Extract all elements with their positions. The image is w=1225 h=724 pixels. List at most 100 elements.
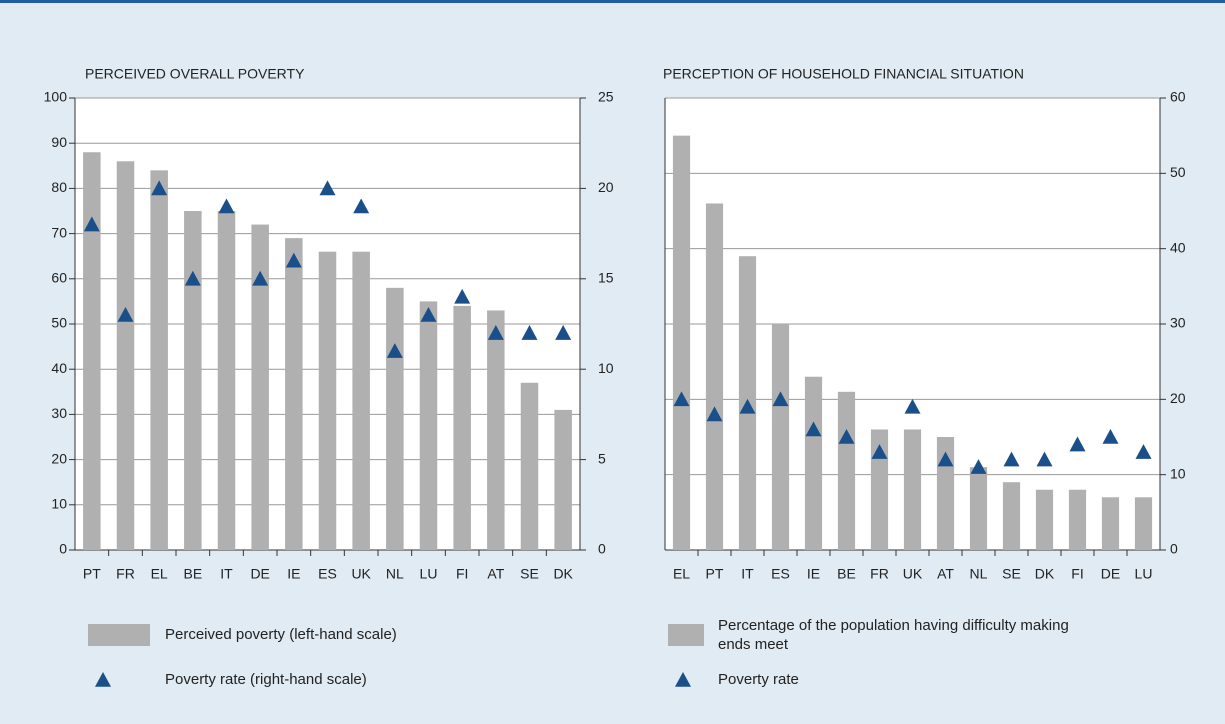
x-tick-label: IT <box>741 566 754 582</box>
bar <box>1068 489 1087 550</box>
x-tick-label: ES <box>771 566 790 582</box>
bar <box>419 301 438 550</box>
chart-title: PERCEIVED OVERALL POVERTY <box>85 66 305 82</box>
y-tick-label: 50 <box>1170 164 1186 180</box>
y-tick-label: 20 <box>1170 390 1186 406</box>
bar <box>837 391 856 550</box>
bar <box>217 211 236 550</box>
marker <box>970 459 987 474</box>
marker <box>319 180 336 196</box>
marker <box>706 406 723 422</box>
bar <box>870 429 889 550</box>
bar <box>1002 482 1021 550</box>
y2-tick-label: 0 <box>598 541 606 557</box>
marker <box>739 398 756 414</box>
marker <box>805 421 822 437</box>
marker <box>420 306 437 322</box>
bar <box>1101 497 1120 550</box>
y-tick-label: 10 <box>51 496 67 512</box>
bar <box>520 382 539 550</box>
marker <box>353 198 370 214</box>
bar <box>184 211 202 550</box>
bar <box>352 251 370 550</box>
y2-tick-label: 15 <box>598 270 614 286</box>
x-tick-label: LU <box>420 566 438 582</box>
marker <box>555 325 572 340</box>
marker <box>487 325 504 340</box>
x-tick-label: IT <box>220 566 233 582</box>
marker <box>151 180 168 196</box>
marker <box>772 391 789 407</box>
x-tick-label: BE <box>183 566 202 582</box>
x-tick-label: FR <box>870 566 889 582</box>
marker <box>184 270 201 286</box>
x-tick-label: IE <box>807 566 820 582</box>
bar <box>771 324 790 550</box>
top-rule <box>0 0 1225 3</box>
x-tick-label: FR <box>116 566 135 582</box>
marker <box>1069 436 1086 452</box>
legend-swatch <box>88 624 150 646</box>
marker <box>1135 444 1152 459</box>
x-tick-label: PT <box>706 566 724 582</box>
y-tick-label: 80 <box>51 179 67 195</box>
y2-tick-label: 10 <box>598 360 614 376</box>
y-tick-label: 10 <box>1170 465 1186 481</box>
x-tick-label: EL <box>673 566 690 582</box>
bar <box>318 251 337 550</box>
y-tick-label: 60 <box>51 270 67 286</box>
legend-label: Perceived poverty (left-hand scale) <box>165 626 397 643</box>
legend-label: Poverty rate <box>718 671 799 688</box>
y-tick-label: 30 <box>51 405 67 421</box>
y-tick-label: 40 <box>51 360 67 376</box>
bar <box>83 152 101 551</box>
bar <box>251 224 269 550</box>
y-tick-label: 90 <box>51 134 67 150</box>
x-tick-label: SE <box>520 566 539 582</box>
bar <box>1035 489 1054 550</box>
x-tick-label: NL <box>970 566 988 582</box>
bar <box>1134 497 1153 550</box>
bar <box>285 238 303 550</box>
marker <box>937 451 954 467</box>
x-tick-label: FI <box>1071 566 1083 582</box>
marker <box>386 343 403 358</box>
marker <box>871 444 888 459</box>
bar <box>672 135 691 550</box>
marker <box>1036 451 1053 467</box>
marker <box>521 325 538 340</box>
bar <box>903 429 922 550</box>
x-tick-label: EL <box>151 566 168 582</box>
y-tick-label: 60 <box>1170 89 1186 105</box>
bar <box>487 310 505 550</box>
x-tick-label: DK <box>1035 566 1055 582</box>
bar <box>386 287 404 550</box>
y-tick-label: 50 <box>51 315 67 331</box>
bar <box>453 305 471 550</box>
marker <box>218 198 235 214</box>
x-tick-label: PT <box>83 566 101 582</box>
marker <box>673 391 690 407</box>
y-tick-label: 0 <box>1170 541 1178 557</box>
bar <box>804 376 823 550</box>
y-tick-label: 70 <box>51 224 67 240</box>
marker <box>1102 429 1119 444</box>
chart-title: PERCEPTION OF HOUSEHOLD FINANCIAL SITUAT… <box>663 66 1024 82</box>
bar <box>554 409 572 550</box>
x-tick-label: ES <box>318 566 337 582</box>
legend-swatch <box>668 624 704 646</box>
x-tick-label: LU <box>1135 566 1153 582</box>
bar <box>150 170 168 550</box>
y2-tick-label: 20 <box>598 179 614 195</box>
y-tick-label: 20 <box>51 450 67 466</box>
y2-tick-label: 5 <box>598 450 606 466</box>
marker <box>1003 451 1020 467</box>
x-tick-label: DK <box>553 566 573 582</box>
x-tick-label: NL <box>386 566 404 582</box>
x-tick-label: SE <box>1002 566 1021 582</box>
y-tick-label: 30 <box>1170 315 1186 331</box>
x-tick-label: IE <box>287 566 300 582</box>
marker <box>838 429 855 444</box>
